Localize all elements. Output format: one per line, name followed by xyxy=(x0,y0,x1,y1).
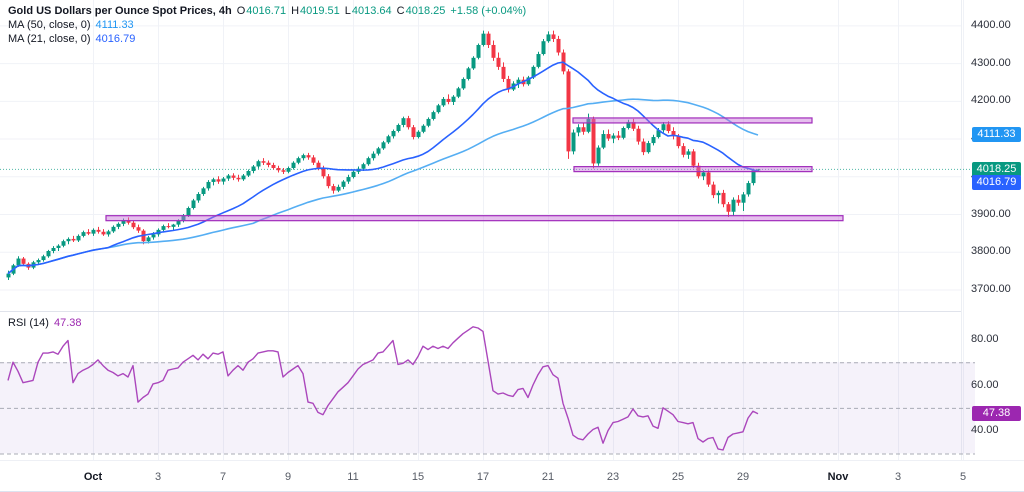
symbol-title: Gold US Dollars per Ounce Spot Prices, 4… xyxy=(8,5,232,17)
close-value: C 4018.25 xyxy=(396,5,446,17)
price-tick-label: 4400.00 xyxy=(971,18,1011,31)
price-tick-label: 3900.00 xyxy=(971,207,1011,220)
time-tick-label: 11 xyxy=(347,471,359,483)
ma50-legend-row[interactable]: MA (50, close, 0) 4111.33 xyxy=(8,18,526,32)
candles xyxy=(6,30,761,281)
time-tick-label: 15 xyxy=(411,471,425,483)
price-tick-label: 4300.00 xyxy=(971,56,1011,69)
last-price-badge: 4018.25 xyxy=(972,161,1021,177)
open-value: O 4016.71 xyxy=(236,5,287,17)
rsi-line xyxy=(7,326,759,451)
time-tick-label: 5 xyxy=(959,471,967,483)
ma50-label: MA (50, close, 0) xyxy=(8,19,91,31)
gridlines xyxy=(0,0,964,460)
rsi-value: 47.38 xyxy=(53,317,82,329)
time-tick-label: 9 xyxy=(284,471,292,483)
symbol-legend-row[interactable]: Gold US Dollars per Ounce Spot Prices, 4… xyxy=(8,4,526,18)
time-tick-label: 25 xyxy=(671,471,685,483)
rsi-tick-label: 40.00 xyxy=(971,424,999,437)
time-tick-label: 21 xyxy=(541,471,555,483)
rsi-legend-row[interactable]: RSI (14) 47.38 xyxy=(8,316,82,330)
time-tick-label: 17 xyxy=(476,471,490,483)
time-tick-label: 29 xyxy=(736,471,750,483)
moving-averages xyxy=(7,61,759,275)
ma21-value-badge: 4016.79 xyxy=(972,175,1021,191)
rsi-tick-label: 80.00 xyxy=(971,332,999,345)
price-level-drawings[interactable] xyxy=(105,117,844,222)
pane-dividers xyxy=(0,0,1024,461)
price-tick-label: 3700.00 xyxy=(971,282,1011,295)
ma21-label: MA (21, close, 0) xyxy=(8,33,91,45)
main-legend: Gold US Dollars per Ounce Spot Prices, 4… xyxy=(8,4,526,46)
rsi-tick-label: 60.00 xyxy=(971,378,999,391)
ma21-value: 4016.79 xyxy=(95,33,136,45)
time-tick-label: 3 xyxy=(894,471,902,483)
time-tick-label: 23 xyxy=(606,471,620,483)
rsi-band xyxy=(0,362,975,455)
time-tick-label: 7 xyxy=(219,471,227,483)
time-tick-label: Nov xyxy=(827,471,849,483)
ma21-legend-row[interactable]: MA (21, close, 0) 4016.79 xyxy=(8,32,526,46)
time-tick-label: 3 xyxy=(154,471,162,483)
price-tick-label: 3800.00 xyxy=(971,245,1011,258)
rsi-value-badge: 47.38 xyxy=(972,406,1021,422)
ma50-value-badge: 4111.33 xyxy=(972,126,1021,142)
high-value: H 4019.51 xyxy=(291,5,340,17)
ma50-value: 4111.33 xyxy=(95,19,134,31)
rsi-label: RSI (14) xyxy=(8,317,49,329)
price-tick-label: 4200.00 xyxy=(971,94,1011,107)
time-tick-label: Oct xyxy=(83,471,103,483)
low-value: L 4013.64 xyxy=(344,5,392,17)
change-value: +1.58 (+0.04%) xyxy=(450,5,527,17)
